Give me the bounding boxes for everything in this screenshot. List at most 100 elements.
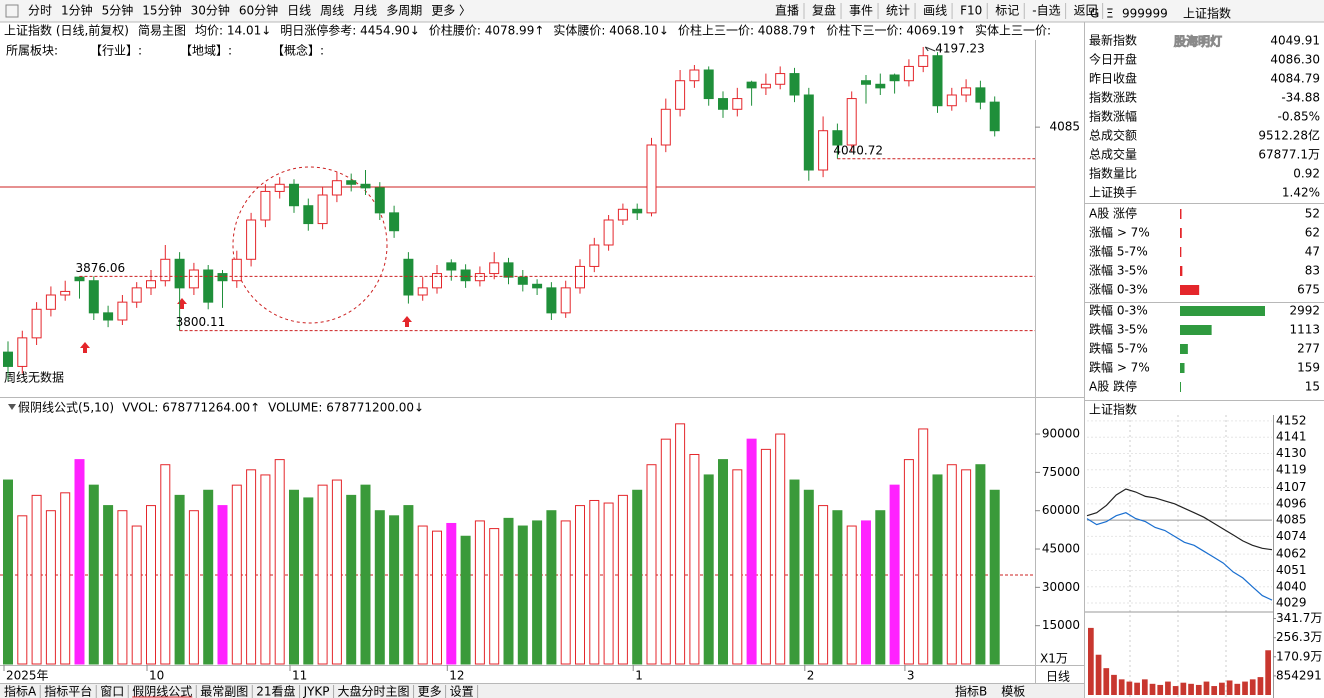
candle-body	[746, 81, 757, 89]
stock-code: 999999	[1122, 7, 1168, 21]
volume-bar	[718, 459, 728, 665]
volume-bar	[260, 474, 271, 665]
bottom-tab[interactable]: 设置	[450, 685, 474, 698]
bottom-tab[interactable]: 最常副图	[200, 685, 248, 698]
candle-body	[603, 219, 614, 246]
candle-body	[246, 219, 257, 260]
volume-bar	[160, 464, 171, 665]
x-tick-label: 12	[449, 669, 464, 683]
bottom-tab[interactable]: 指标平台	[44, 684, 92, 698]
bottom-tab[interactable]: 更多	[418, 685, 442, 698]
toolbar-button[interactable]: 标记	[995, 4, 1019, 18]
distribution-bar	[1180, 228, 1182, 238]
toolbar-button[interactable]: -自选	[1032, 4, 1060, 18]
candle-body	[146, 280, 156, 289]
period-tab[interactable]: 日线	[287, 4, 311, 18]
candle-body	[60, 290, 71, 296]
bottom-tab[interactable]: 指标A	[4, 684, 37, 698]
intraday-volume-bar	[1195, 684, 1202, 695]
candle-body	[718, 98, 728, 110]
toolbar-button[interactable]: 返回	[1074, 4, 1098, 18]
distribution-value: 47	[1305, 245, 1320, 259]
volume-bar	[560, 520, 571, 665]
candle-body	[803, 94, 814, 171]
candle-body	[975, 87, 986, 103]
period-tab[interactable]: 多周期	[386, 4, 422, 18]
distribution-value: 2992	[1289, 304, 1320, 318]
pane-menu-icon	[8, 404, 16, 410]
distribution-label: 涨幅 > 7%	[1089, 225, 1150, 240]
period-tab[interactable]: 1分钟	[61, 3, 93, 18]
volume-bar	[575, 505, 585, 665]
y-tick-label: 341.7万	[1276, 611, 1322, 625]
intraday-volume-bar	[1226, 680, 1233, 695]
period-tab[interactable]: 周线	[320, 4, 344, 18]
candle-body	[503, 262, 514, 278]
quote-value: 1.42%	[1282, 186, 1320, 200]
distribution-value: 15	[1305, 380, 1320, 394]
toolbar-button[interactable]: 统计	[886, 4, 910, 18]
candle-body	[88, 280, 99, 314]
volume-bar	[188, 510, 199, 665]
toolbar-button[interactable]: 画线	[923, 4, 947, 18]
toolbar-button[interactable]: 直播	[775, 4, 799, 18]
volume-header: VOLUME: 678771200.00↓	[268, 401, 424, 415]
candle-body	[775, 73, 786, 85]
volume-bar	[818, 505, 829, 665]
intraday-line	[1086, 512, 1273, 601]
distribution-label: 跌幅 0-3%	[1089, 303, 1148, 318]
distribution-bar	[1180, 209, 1182, 219]
period-tab[interactable]: 60分钟	[239, 3, 278, 18]
quote-value: 0.92	[1293, 167, 1320, 181]
volume-bar	[146, 505, 156, 665]
volume-bar	[546, 510, 557, 665]
quote-value: 4086.30	[1270, 53, 1320, 67]
period-tab[interactable]: 月线	[353, 4, 377, 18]
stock-name: 上证指数	[1183, 6, 1231, 21]
quote-label: 指数涨幅	[1089, 109, 1137, 124]
intraday-volume-bar	[1134, 682, 1140, 695]
bottom-tab[interactable]: JYKP	[303, 685, 330, 698]
intraday-line	[1086, 488, 1273, 551]
bottom-tab[interactable]: 21看盘	[256, 684, 295, 698]
x-tick-label: 10	[149, 669, 164, 683]
period-tab[interactable]: 更多 〉	[431, 4, 471, 18]
y-tick-label: 4141	[1276, 430, 1307, 444]
period-tab[interactable]: 5分钟	[102, 3, 134, 18]
volume-bar	[174, 494, 185, 665]
bottom-tab[interactable]: 假阴线公式	[132, 685, 192, 698]
candle-body	[446, 262, 457, 271]
quote-value: -0.85%	[1278, 110, 1320, 124]
period-tab[interactable]: 30分钟	[191, 3, 230, 18]
distribution-value: 1113	[1289, 323, 1320, 337]
intraday-volume-bar	[1172, 686, 1179, 695]
y-tick-label: 30000	[1042, 580, 1080, 594]
y-tick-label: 4096	[1276, 496, 1307, 510]
bottom-tab[interactable]: 指标B	[955, 684, 987, 698]
period-tab[interactable]: 15分钟	[142, 3, 181, 18]
candle-body	[575, 265, 585, 289]
candle-body	[217, 273, 228, 282]
candle-body	[31, 308, 42, 339]
candle-body	[103, 312, 114, 321]
volume-bar	[317, 484, 328, 665]
volume-bar	[918, 428, 929, 665]
volume-bar	[88, 484, 99, 665]
volume-bar	[689, 453, 700, 665]
volume-bar	[703, 474, 714, 665]
candle-body	[432, 273, 442, 289]
toolbar-button[interactable]: F10	[960, 4, 982, 18]
bottom-tab[interactable]: 大盘分时主图	[338, 684, 410, 698]
bottom-tab[interactable]: 窗口	[100, 685, 124, 698]
candle-body	[303, 205, 314, 225]
toolbar-button[interactable]: 复盘	[812, 3, 836, 18]
distribution-label: 涨幅 5-7%	[1089, 244, 1148, 259]
volume-bar	[932, 474, 943, 665]
bottom-tab[interactable]: 模板	[1001, 685, 1025, 698]
toolbar-button[interactable]: 事件	[849, 4, 873, 18]
candle-body	[331, 180, 342, 196]
volume-bar	[975, 464, 986, 665]
period-tab[interactable]: 分时	[28, 4, 52, 18]
quote-value: 4084.79	[1270, 72, 1320, 86]
menu-icon[interactable]: Ξ	[1106, 7, 1114, 21]
